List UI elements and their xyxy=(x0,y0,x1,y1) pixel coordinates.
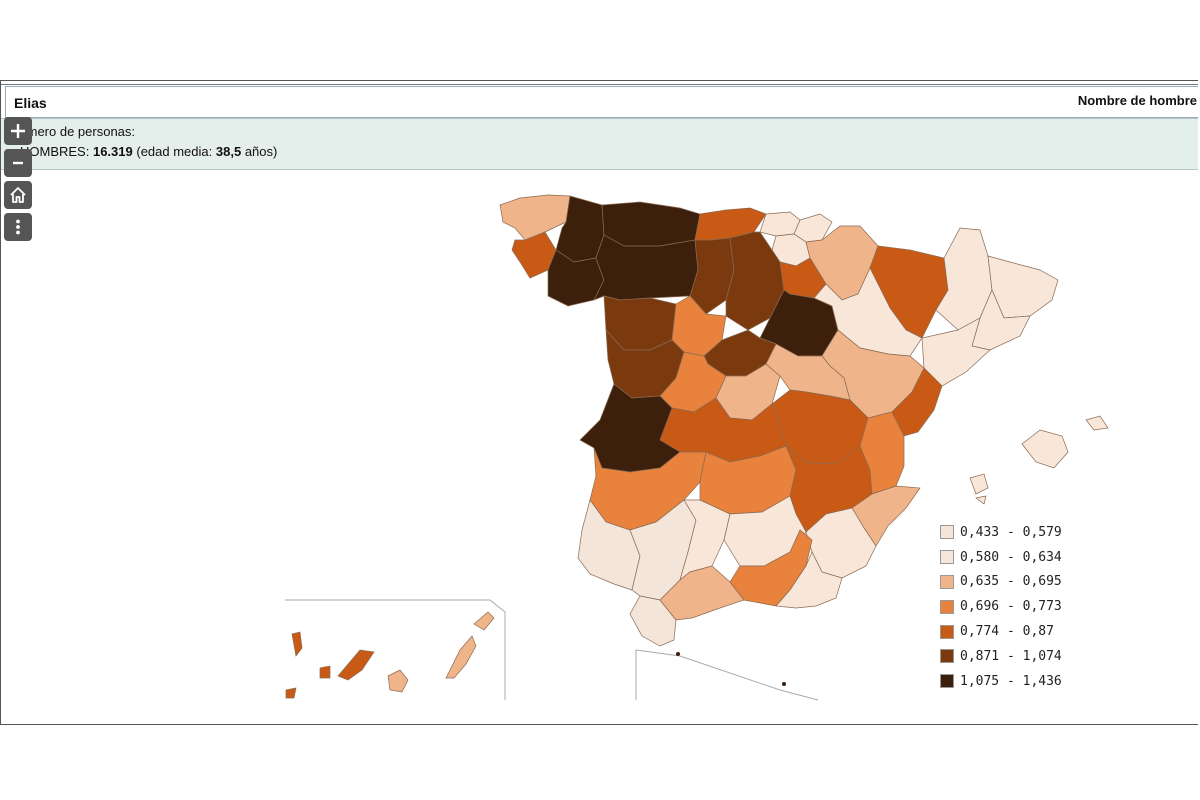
info-panel: Número de personas: HOMBRES: 16.319 (eda… xyxy=(1,118,1198,170)
more-options-button[interactable] xyxy=(4,213,32,241)
count-line: HOMBRES: 16.319 (edad media: 38,5 años) xyxy=(20,144,277,159)
province-almeria[interactable] xyxy=(775,551,843,609)
island-formentera[interactable] xyxy=(975,495,987,505)
legend-item: 0,580 - 0,634 xyxy=(940,545,1062,570)
province-bizkaia[interactable] xyxy=(759,211,801,237)
minus-icon xyxy=(13,161,23,165)
sex-label: HOMBRES: xyxy=(20,144,90,159)
legend-swatch xyxy=(940,574,954,589)
island-mallorca[interactable] xyxy=(1021,429,1069,469)
insets-layer xyxy=(285,599,819,701)
legend-label: 1,075 - 1,436 xyxy=(960,673,1062,689)
title-bar: Elias xyxy=(5,86,1198,118)
mean-age: 38,5 xyxy=(215,144,242,159)
province-a-coruna[interactable] xyxy=(499,194,571,241)
zoom-in-button[interactable] xyxy=(4,117,32,145)
legend-swatch xyxy=(940,599,954,614)
map-widget: Elias Número de personas: HOMBRES: 16.31… xyxy=(0,80,1198,725)
age-prefix: (edad media: xyxy=(136,144,213,159)
legend-swatch xyxy=(940,649,954,664)
home-button[interactable] xyxy=(4,181,32,209)
person-count: 16.319 xyxy=(92,144,133,159)
count-label: Número de personas: xyxy=(10,124,136,139)
legend-item: 0,635 - 0,695 xyxy=(940,570,1062,595)
legend-swatch xyxy=(940,525,954,540)
island-ibiza[interactable] xyxy=(969,473,989,495)
legend-swatch xyxy=(940,674,954,689)
island-menorca[interactable] xyxy=(1085,415,1109,431)
island-el-hierro[interactable] xyxy=(285,687,297,699)
map-controls xyxy=(4,117,32,245)
plus-icon xyxy=(11,124,25,138)
province-tarragona[interactable] xyxy=(921,317,991,387)
province-asturias[interactable] xyxy=(601,201,701,247)
legend-label: 0,871 - 1,074 xyxy=(960,648,1062,664)
island-fuerteventura[interactable] xyxy=(445,635,477,679)
legend-label: 0,774 - 0,87 xyxy=(960,624,1054,640)
territory-melilla[interactable] xyxy=(782,682,786,686)
legend-swatch xyxy=(940,624,954,639)
province-huelva[interactable] xyxy=(577,499,641,591)
province-castellon[interactable] xyxy=(891,367,943,437)
age-suffix: años) xyxy=(244,144,278,159)
legend-item: 0,871 - 1,074 xyxy=(940,644,1062,669)
island-lanzarote[interactable] xyxy=(473,611,495,631)
zoom-out-button[interactable] xyxy=(4,149,32,177)
legend-label: 0,433 - 0,579 xyxy=(960,524,1062,540)
home-icon xyxy=(10,187,26,203)
legend-item: 1,075 - 1,436 xyxy=(940,669,1062,694)
legend-label: 0,635 - 0,695 xyxy=(960,574,1062,590)
legend-item: 0,696 - 0,773 xyxy=(940,594,1062,619)
province-zaragoza[interactable] xyxy=(813,267,923,357)
provinces-layer xyxy=(499,194,1109,647)
top-border xyxy=(1,84,1198,85)
more-vertical-icon xyxy=(16,219,20,235)
island-gran-canaria[interactable] xyxy=(387,669,409,693)
island-la-palma[interactable] xyxy=(291,631,303,657)
legend-item: 0,433 - 0,579 xyxy=(940,520,1062,545)
legend-label: 0,696 - 0,773 xyxy=(960,599,1062,615)
name-title: Elias xyxy=(14,95,47,111)
legend-swatch xyxy=(940,550,954,565)
ceuta-melilla-inset-frame xyxy=(635,649,819,701)
island-la-gomera[interactable] xyxy=(319,665,331,679)
map-heading: Nombre de hombre xyxy=(1077,93,1197,108)
island-tenerife[interactable] xyxy=(337,649,375,681)
map-legend: 0,433 - 0,579 0,580 - 0,634 0,635 - 0,695 0… xyxy=(940,520,1062,694)
canary-inset-frame xyxy=(285,599,506,700)
legend-item: 0,774 - 0,87 xyxy=(940,619,1062,644)
province-guadalajara[interactable] xyxy=(765,343,851,401)
legend-label: 0,580 - 0,634 xyxy=(960,549,1062,565)
territory-ceuta[interactable] xyxy=(676,652,680,656)
